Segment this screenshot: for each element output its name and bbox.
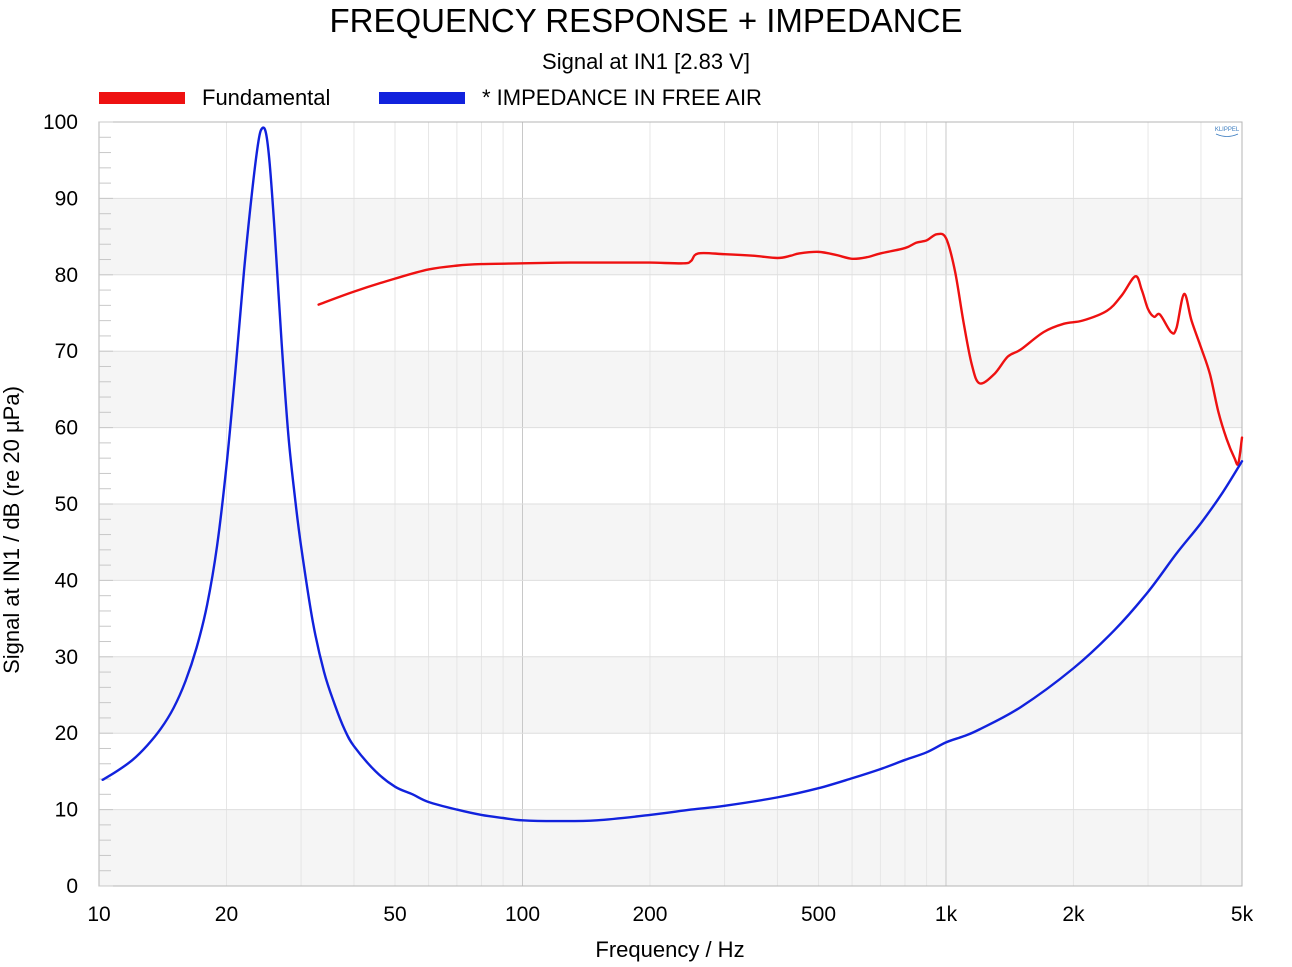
legend-swatch-impedance: [379, 92, 465, 104]
y-tick-label-20: 20: [55, 722, 78, 745]
plot-bands: [99, 122, 1242, 886]
x-tick-label-10: 10: [87, 903, 110, 926]
y-tick-label-90: 90: [55, 187, 78, 210]
band-70-80: [99, 274, 1242, 352]
y-minor-ticks: [99, 121, 113, 887]
band-50-60: [99, 427, 1242, 504]
legend: Fundamental * IMPEDANCE IN FREE AIR: [99, 85, 762, 110]
chart-title: FREQUENCY RESPONSE + IMPEDANCE: [330, 2, 963, 39]
y-axis-label: Signal at IN1 / dB (re 20 µPa): [0, 386, 24, 674]
y-tick-label-100: 100: [43, 111, 78, 134]
y-tick-label-30: 30: [55, 646, 78, 669]
series-lines: [101, 126, 1244, 823]
klippel-logo-swoosh: [1215, 133, 1239, 137]
y-tick-label-80: 80: [55, 264, 78, 287]
x-tick-label-1000: 1k: [935, 903, 958, 926]
x-tick-label-5000: 5k: [1231, 903, 1254, 926]
legend-label-fundamental: Fundamental: [202, 85, 330, 110]
y-tick-label-0: 0: [66, 875, 78, 898]
band-10-20: [99, 733, 1242, 810]
x-tick-label-100: 100: [505, 903, 540, 926]
band-40-50: [99, 504, 1242, 581]
x-tick-label-2000: 2k: [1062, 903, 1085, 926]
x-axis-label: Frequency / Hz: [595, 937, 744, 962]
klippel-logo: KLIPPEL: [1215, 127, 1240, 137]
y-tick-label-10: 10: [55, 799, 78, 822]
x-tick-label-500: 500: [801, 903, 836, 926]
y-tick-label-50: 50: [55, 493, 78, 516]
x-tick-label-50: 50: [383, 903, 406, 926]
band-60-70: [99, 351, 1242, 428]
band-30-40: [99, 580, 1242, 657]
impedance-line: [101, 126, 1244, 823]
legend-swatch-fundamental: [99, 92, 185, 104]
y-tick-label-70: 70: [55, 340, 78, 363]
x-tick-label-20: 20: [215, 903, 238, 926]
y-tick-label-60: 60: [55, 417, 78, 440]
fundamental-line: [317, 232, 1244, 466]
chart-subtitle: Signal at IN1 [2.83 V]: [542, 49, 750, 74]
y-tick-label-40: 40: [55, 569, 78, 592]
band-0-10: [99, 809, 1242, 886]
tick-labels: 0 10 20 30 40 50 60 70 80 90 100 10 20 50 100 200 500 1k 2…: [43, 111, 1254, 926]
legend-label-impedance: * IMPEDANCE IN FREE AIR: [482, 85, 762, 110]
x-tick-label-200: 200: [632, 903, 667, 926]
band-90-100: [99, 122, 1242, 199]
band-20-30: [99, 656, 1242, 734]
klippel-logo-text: KLIPPEL: [1215, 127, 1240, 133]
